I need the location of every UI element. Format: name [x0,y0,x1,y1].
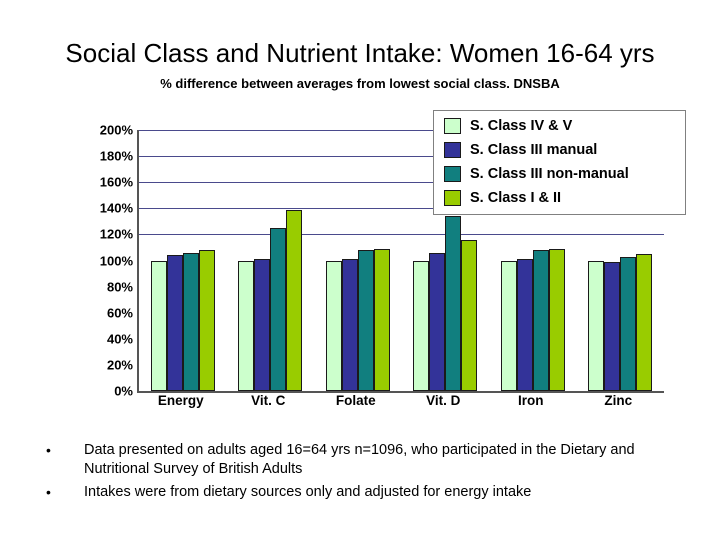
bar [325,260,342,391]
bar [341,259,358,391]
plot-area: 0% 20% 40% 60% 80% 100% 120% 140% 160% 180% 200% [100,123,664,399]
legend-item: S. Class III manual [444,142,677,158]
chart-legend: S. Class IV & V S. Class III manual S. Cla… [433,110,686,215]
x-axis-tick-label: Folate [335,393,376,408]
gridline [139,156,664,158]
bar [461,239,478,391]
bullet-marker: • [46,442,51,458]
bullet-marker: • [46,484,51,500]
y-axis-tick-label: 0% [114,383,133,399]
y-axis-tick-label: 180% [99,148,133,164]
y-axis-tick-label: 200% [99,122,133,138]
page-subtitle: % difference between averages from lowes… [160,76,560,91]
bar-group [238,130,303,391]
bar-group [325,130,390,391]
y-axis-tick-label: 80% [106,279,133,295]
bar [238,260,255,391]
y-axis-tick-label: 140% [99,200,133,216]
bar [182,252,199,391]
bullet-text: Data presented on adults aged 16=64 yrs … [84,442,635,477]
bar [429,252,446,391]
bar [636,253,653,391]
bar [254,259,271,391]
legend-swatch [444,118,461,134]
bar-group [588,130,653,391]
bar [150,260,167,391]
y-axis-tick-label: 120% [99,226,133,242]
gridline [139,208,664,210]
bar [270,227,287,391]
bar [548,248,565,391]
legend-swatch [444,166,461,182]
gridline [139,182,664,184]
legend-item: S. Class I & II [444,190,677,206]
bar [373,248,390,391]
bar [620,256,637,391]
page-title: Social Class and Nutrient Intake: Women … [65,38,655,68]
y-axis-tick-label: 160% [99,174,133,190]
legend-item: S. Class IV & V [444,118,677,134]
bar [604,261,621,391]
bar-group [150,130,215,391]
legend-swatch [444,190,461,206]
bar [198,250,215,391]
bar [500,260,517,391]
bar-group [500,130,565,391]
bullet-item: • Data presented on adults aged 16=64 yrs… [38,441,688,479]
legend-item-label: S. Class III non-manual [470,166,629,182]
x-axis-tick-label: Iron [518,393,544,408]
gridline [139,130,664,131]
y-axis-tick-label: 20% [106,357,133,373]
legend-item-label: S. Class IV & V [470,118,573,134]
legend-item: S. Class III non-manual [444,166,677,182]
bar-chart: 0% 20% 40% 60% 80% 100% 120% 140% 160% 180% 200% E… [30,104,690,424]
x-axis-labels: Energy Vit. C Folate Vit. D Iron Zinc [137,393,662,415]
bullet-text: Intakes were from dietary sources only a… [84,484,532,500]
y-axis-tick-label: 60% [106,305,133,321]
bar [286,209,303,391]
y-axis-tick-label: 100% [99,253,133,268]
x-axis-tick-label: Vit. D [426,393,461,408]
x-axis-tick-label: Zinc [604,393,633,408]
bullet-item: • Intakes were from dietary sources only … [38,483,688,502]
bar [588,260,605,391]
x-axis-tick-label: Vit. C [251,393,286,408]
bar-groups [139,130,664,391]
gridline [139,234,664,236]
bar-group [413,130,478,391]
bar [516,259,533,391]
bar [445,216,462,391]
bar [413,260,430,391]
legend-item-label: S. Class I & II [470,190,562,206]
bar [166,255,183,391]
bullet-list: • Data presented on adults aged 16=64 yrs… [38,441,688,506]
bar [532,250,549,391]
bar [357,250,374,391]
legend-item-label: S. Class III manual [470,142,598,158]
y-axis-tick-label: 40% [106,331,133,347]
x-axis-tick-label: Energy [157,393,204,408]
legend-swatch [444,142,461,158]
